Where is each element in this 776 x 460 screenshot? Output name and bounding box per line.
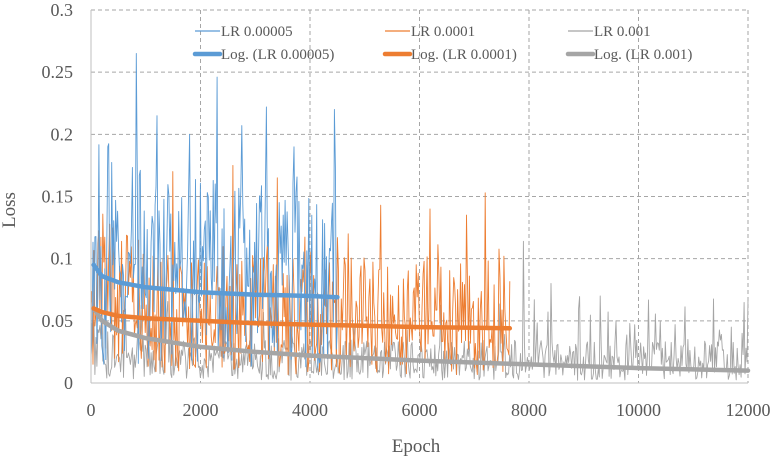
x-tick-label: 12000 (726, 400, 771, 420)
y-tick-label: 0.2 (51, 124, 74, 144)
legend-label: Log. (LR 0.00005) (221, 47, 334, 63)
y-axis-title: Loss (0, 192, 20, 228)
y-tick-label: 0.15 (42, 187, 74, 207)
legend-label: LR 0.001 (594, 24, 651, 40)
legend-label: LR 0.00005 (221, 24, 293, 40)
y-tick-label: 0.05 (42, 311, 74, 331)
axes (90, 10, 748, 384)
x-tick-label: 2000 (183, 400, 219, 420)
y-tick-label: 0.1 (51, 249, 74, 269)
y-tick-label: 0.25 (42, 62, 74, 82)
y-tick-labels: 0 0.05 0.1 0.15 0.2 0.25 0.3 (42, 0, 74, 393)
legend: LR 0.00005 LR 0.0001 LR 0.001 Log. (LR 0.00… (192, 24, 692, 63)
legend-label: LR 0.0001 (411, 24, 475, 40)
series-line (90, 53, 338, 368)
y-tick-label: 0.3 (51, 0, 74, 20)
x-tick-label: 4000 (292, 400, 328, 420)
x-tick-label: 0 (87, 400, 96, 420)
trendline (91, 306, 513, 331)
x-tick-label: 6000 (402, 400, 438, 420)
y-tick-label: 0 (64, 373, 73, 393)
trendline (91, 262, 340, 300)
x-tick-label: 10000 (616, 400, 661, 420)
x-axis-title: Epoch (392, 436, 441, 457)
trendline-group (91, 262, 751, 373)
legend-label: Log. (LR 0.0001) (411, 47, 517, 63)
trendline (91, 306, 751, 373)
legend-label: Log. (LR 0.001) (594, 47, 692, 63)
x-tick-labels: 0 2000 4000 6000 8000 10000 12000 (87, 400, 771, 420)
x-tick-label: 8000 (511, 400, 547, 420)
